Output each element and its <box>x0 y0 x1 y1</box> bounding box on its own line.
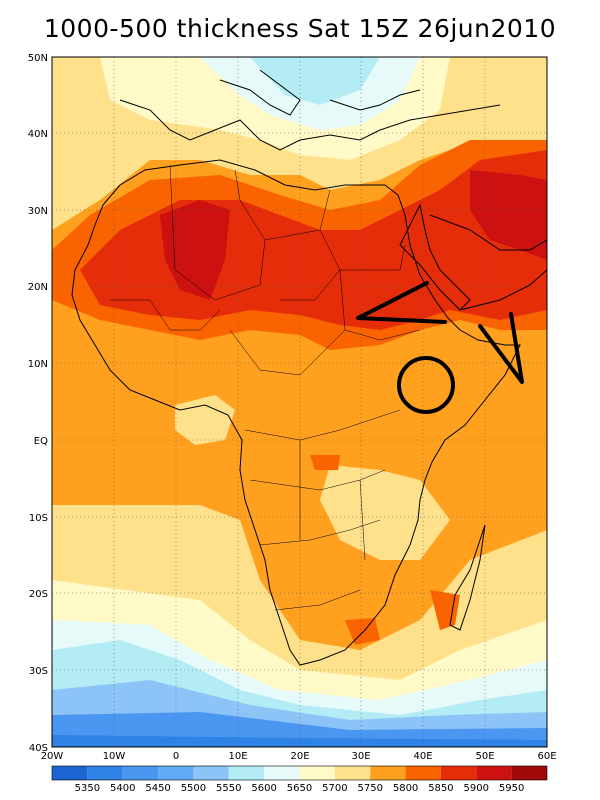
colorbar-label: 5700 <box>322 783 347 794</box>
colorbar-swatch <box>193 766 229 780</box>
colorbar-label: 5850 <box>428 783 453 794</box>
annotation-marks <box>356 281 524 414</box>
lat-label: 20S <box>29 589 48 600</box>
map-title: 1000-500 thickness Sat 15Z 26jun2010 <box>43 14 557 43</box>
lon-label: 50E <box>475 751 494 762</box>
colorbar-label: 5650 <box>287 783 312 794</box>
colorbar-swatch <box>264 766 300 780</box>
coastlines <box>71 69 547 666</box>
lon-label: 30E <box>351 751 370 762</box>
colorbar-swatch <box>52 766 88 780</box>
lat-label: 10S <box>29 513 48 524</box>
colorbar-swatch <box>476 766 512 780</box>
colorbar-label: 5450 <box>145 783 170 794</box>
lat-label: 50N <box>28 53 48 64</box>
longitude-labels: 20W 10W 0 10E 20E 30E 40E 50E 60E <box>41 751 557 762</box>
colorbar-swatch <box>228 766 265 780</box>
colorbar: 5350 5400 5450 5500 5550 5600 5650 5700 5750 5800… <box>51 765 548 794</box>
wedge-annotation-right <box>478 312 524 384</box>
lat-label: 10N <box>28 359 48 370</box>
lon-label: 20W <box>41 751 64 762</box>
lat-label: 40N <box>28 129 48 140</box>
colorbar-swatch <box>122 766 159 780</box>
lon-label: 40E <box>413 751 432 762</box>
map-frame <box>51 56 548 748</box>
lon-label: 10E <box>228 751 247 762</box>
lat-label: 30S <box>29 666 48 677</box>
colorbar-swatch <box>299 766 335 780</box>
circle-annotation <box>397 356 455 414</box>
lat-label: 30N <box>28 206 48 217</box>
country-borders <box>110 164 421 611</box>
colorbar-label: 5800 <box>393 783 418 794</box>
colorbar-swatch <box>440 766 477 780</box>
lon-label: 0 <box>173 751 179 762</box>
lat-label: 40S <box>29 743 48 754</box>
colorbar-label: 5400 <box>110 783 135 794</box>
colorbar-swatch <box>370 766 406 780</box>
colorbar-swatch <box>405 766 441 780</box>
colorbar-label: 5350 <box>75 783 100 794</box>
wedge-annotation-left <box>356 281 447 324</box>
colorbar-label: 5550 <box>216 783 241 794</box>
latitude-labels: 50N 40N 30N 20N 10N EQ 10S 20S 30S 40S <box>28 53 48 754</box>
colorbar-swatch <box>511 766 547 780</box>
colorbar-label: 5900 <box>464 783 489 794</box>
lon-label: 10W <box>103 751 126 762</box>
colorbar-frame <box>51 765 548 781</box>
colorbar-swatch <box>87 766 123 780</box>
colorbar-label: 5600 <box>251 783 276 794</box>
colorbar-label: 5750 <box>357 783 382 794</box>
thickness-field <box>52 57 547 747</box>
lat-label: 20N <box>28 282 48 293</box>
lat-label: EQ <box>34 436 48 447</box>
colorbar-swatch <box>334 766 371 780</box>
colorbar-swatch <box>158 766 194 780</box>
lon-label: 60E <box>537 751 556 762</box>
colorbar-label: 5950 <box>499 783 524 794</box>
colorbar-label: 5500 <box>181 783 206 794</box>
grid-lines <box>52 57 547 747</box>
lon-label: 20E <box>290 751 309 762</box>
